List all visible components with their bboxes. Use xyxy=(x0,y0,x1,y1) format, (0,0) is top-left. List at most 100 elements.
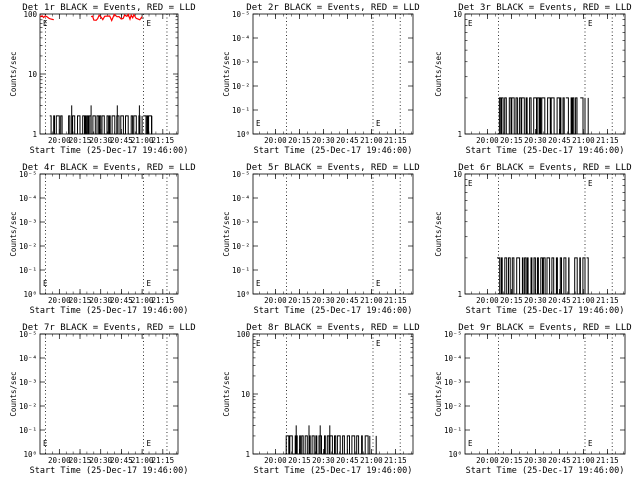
x-tick-label: 20:30 xyxy=(524,456,547,465)
x-tick-label: 20:15 xyxy=(288,456,311,465)
e-marker: E xyxy=(376,339,381,348)
x-tick-label: 20:15 xyxy=(288,296,311,305)
y-axis-label: Counts/sec xyxy=(9,371,18,416)
y-tick-label: 10 xyxy=(453,10,463,19)
x-tick-label: 20:30 xyxy=(312,456,335,465)
x-tick-label: 20:15 xyxy=(500,456,523,465)
x-axis-label: Start Time (25-Dec-17 19:46:00) xyxy=(30,306,189,316)
y-tick-label: 10⁻⁵ xyxy=(232,10,250,19)
x-tick-label: 21:15 xyxy=(596,456,619,465)
y-tick-label: 10⁻³ xyxy=(19,378,37,387)
y-axis-label: Counts/sec xyxy=(222,371,231,416)
y-tick-label: 10⁻³ xyxy=(232,58,250,67)
y-tick-label: 10⁻⁵ xyxy=(19,330,37,339)
y-tick-label: 10⁻⁴ xyxy=(232,194,250,203)
x-tick-label: 21:15 xyxy=(152,136,175,145)
x-tick-label: 20:30 xyxy=(524,136,547,145)
y-tick-label: 10 xyxy=(453,170,463,179)
plot-frame xyxy=(39,173,179,295)
y-tick-label: 1 xyxy=(457,130,462,139)
x-axis-label: Start Time (25-Dec-17 19:46:00) xyxy=(254,306,413,316)
e-marker: E xyxy=(588,439,593,448)
x-tick-label: 21:15 xyxy=(384,136,407,145)
x-tick-label: 20:45 xyxy=(110,456,133,465)
y-tick-label: 10⁻² xyxy=(232,242,250,251)
chart-title: Det 6r BLACK = Events, RED = LLD xyxy=(458,163,631,173)
x-tick-label: 20:15 xyxy=(69,456,92,465)
x-tick-label: 21:00 xyxy=(572,456,595,465)
plot-frame xyxy=(39,333,179,455)
y-tick-label: 10⁰ xyxy=(448,450,462,459)
y-tick-label: 10⁻⁵ xyxy=(444,330,462,339)
x-tick-label: 21:15 xyxy=(596,136,619,145)
e-marker: E xyxy=(147,19,152,28)
x-tick-label: 21:15 xyxy=(152,456,175,465)
x-tick-label: 20:00 xyxy=(48,456,71,465)
x-tick-label: 20:15 xyxy=(288,136,311,145)
x-tick-label: 20:45 xyxy=(110,296,133,305)
chart-panel-3: Det 3r BLACK = Events, RED = LLD 1 10 20:00… xyxy=(434,3,632,156)
y-tick-label: 100 xyxy=(23,10,37,19)
x-tick-label: 20:00 xyxy=(264,136,287,145)
chart-panel-5: Det 5r BLACK = Events, RED = LLD 10⁰ 10⁻¹ 1… xyxy=(222,163,420,316)
series-lld-line xyxy=(39,13,143,23)
y-tick-label: 10⁻¹ xyxy=(232,266,250,275)
y-axis-label: Counts/sec xyxy=(222,51,231,96)
x-tick-label: 20:15 xyxy=(500,136,523,145)
y-tick-label: 10⁰ xyxy=(236,290,250,299)
y-tick-label: 10⁻⁴ xyxy=(19,354,37,363)
x-tick-label: 21:00 xyxy=(572,296,595,305)
e-marker: E xyxy=(147,279,152,288)
x-tick-label: 21:00 xyxy=(360,296,383,305)
x-tick-label: 20:15 xyxy=(500,296,523,305)
x-tick-label: 20:30 xyxy=(89,296,112,305)
x-tick-label: 20:30 xyxy=(89,456,112,465)
e-marker: E xyxy=(468,179,473,188)
x-axis-label: Start Time (25-Dec-17 19:46:00) xyxy=(466,146,625,156)
y-tick-label: 10⁻³ xyxy=(444,378,462,387)
x-tick-label: 20:45 xyxy=(548,296,571,305)
chart-panel-9: Det 9r BLACK = Events, RED = LLD 10⁰ 10⁻¹ 1… xyxy=(434,323,632,476)
x-axis-label: Start Time (25-Dec-17 19:46:00) xyxy=(30,466,189,476)
y-tick-label: 10⁻⁵ xyxy=(232,170,250,179)
chart-title: Det 7r BLACK = Events, RED = LLD xyxy=(22,323,195,333)
chart-title: Det 4r BLACK = Events, RED = LLD xyxy=(22,163,195,173)
x-axis-label: Start Time (25-Dec-17 19:46:00) xyxy=(254,466,413,476)
chart-title: Det 8r BLACK = Events, RED = LLD xyxy=(246,323,419,333)
x-tick-label: 21:00 xyxy=(131,456,154,465)
x-tick-label: 21:00 xyxy=(360,456,383,465)
x-tick-label: 20:30 xyxy=(524,296,547,305)
e-marker: E xyxy=(588,19,593,28)
x-axis-label: Start Time (25-Dec-17 19:46:00) xyxy=(466,306,625,316)
e-marker: E xyxy=(43,439,48,448)
plot-frame xyxy=(464,333,626,455)
y-tick-label: 10⁻¹ xyxy=(232,106,250,115)
chart-panel-2: Det 2r BLACK = Events, RED = LLD 10⁰ 10⁻¹ 1… xyxy=(222,3,420,156)
chart-panel-4: Det 4r BLACK = Events, RED = LLD 10⁰ 10⁻¹ 1… xyxy=(9,163,196,316)
series-events-line xyxy=(497,257,589,295)
y-tick-label: 10⁻⁴ xyxy=(232,34,250,43)
x-tick-label: 20:45 xyxy=(110,136,133,145)
plot-frame xyxy=(252,13,414,135)
series-events-line xyxy=(49,105,153,135)
y-tick-label: 1 xyxy=(32,130,37,139)
chart-title: Det 1r BLACK = Events, RED = LLD xyxy=(22,3,195,13)
plot-frame xyxy=(252,333,414,455)
x-tick-label: 20:00 xyxy=(476,456,499,465)
x-tick-label: 20:45 xyxy=(548,456,571,465)
chart-title: Det 9r BLACK = Events, RED = LLD xyxy=(458,323,631,333)
y-tick-label: 10⁻¹ xyxy=(19,426,37,435)
y-tick-label: 1 xyxy=(457,290,462,299)
e-marker: E xyxy=(43,279,48,288)
x-axis-label: Start Time (25-Dec-17 19:46:00) xyxy=(254,146,413,156)
x-tick-label: 20:15 xyxy=(69,296,92,305)
y-axis-label: Counts/sec xyxy=(434,371,443,416)
series-events-line xyxy=(285,425,377,455)
y-tick-label: 10⁰ xyxy=(23,450,37,459)
chart-title: Det 3r BLACK = Events, RED = LLD xyxy=(458,3,631,13)
y-axis-label: Counts/sec xyxy=(434,211,443,256)
e-marker: E xyxy=(588,179,593,188)
chart-panel-6: Det 6r BLACK = Events, RED = LLD 1 10 20:00… xyxy=(434,163,632,316)
x-tick-label: 21:15 xyxy=(384,296,407,305)
x-tick-label: 20:00 xyxy=(476,136,499,145)
